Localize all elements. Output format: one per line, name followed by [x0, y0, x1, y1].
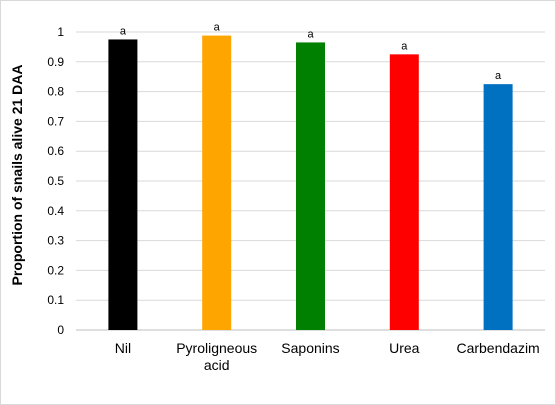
y-axis-ticks: 0 0.1 0.2 0.3 0.4 0.5 0.6 0.7 0.8 0.9 1	[47, 25, 64, 337]
y-tick-label: 0.5	[47, 174, 64, 188]
data-label: a	[495, 70, 502, 82]
bar	[483, 84, 513, 331]
bar	[108, 39, 138, 330]
y-tick-label: 0.2	[47, 263, 64, 277]
y-tick-label: 0.3	[47, 234, 64, 248]
data-label: a	[307, 28, 314, 40]
y-tick-label: 0.1	[47, 293, 64, 307]
x-tick-label: Urea	[389, 340, 420, 356]
y-tick-label: 0.4	[47, 204, 64, 218]
y-axis-title: Proportion of snails alive 21 DAA	[9, 65, 25, 286]
bar	[389, 54, 419, 330]
x-tick-label: Nil	[115, 340, 131, 356]
y-tick-label: 0.9	[47, 55, 64, 69]
x-tick-label: Pyroligneous acid	[176, 340, 257, 373]
y-tick-label: 0.6	[47, 144, 64, 158]
data-labels: a a a a a	[120, 22, 502, 83]
y-tick-label: 0	[57, 323, 64, 337]
bar	[296, 42, 325, 331]
y-tick-label: 0.8	[47, 85, 64, 99]
data-label: a	[214, 22, 221, 34]
bars	[108, 35, 513, 331]
y-tick-label: 0.7	[47, 114, 64, 128]
y-tick-label: 1	[57, 25, 64, 39]
bar	[202, 35, 232, 331]
data-label: a	[120, 25, 127, 37]
x-tick-label: Saponins	[281, 340, 339, 356]
data-label: a	[401, 40, 408, 52]
x-tick-label: Carbendazim	[456, 340, 539, 356]
x-axis-ticks: Nil Pyroligneous acid Saponins Urea Carbendaz…	[115, 340, 540, 373]
